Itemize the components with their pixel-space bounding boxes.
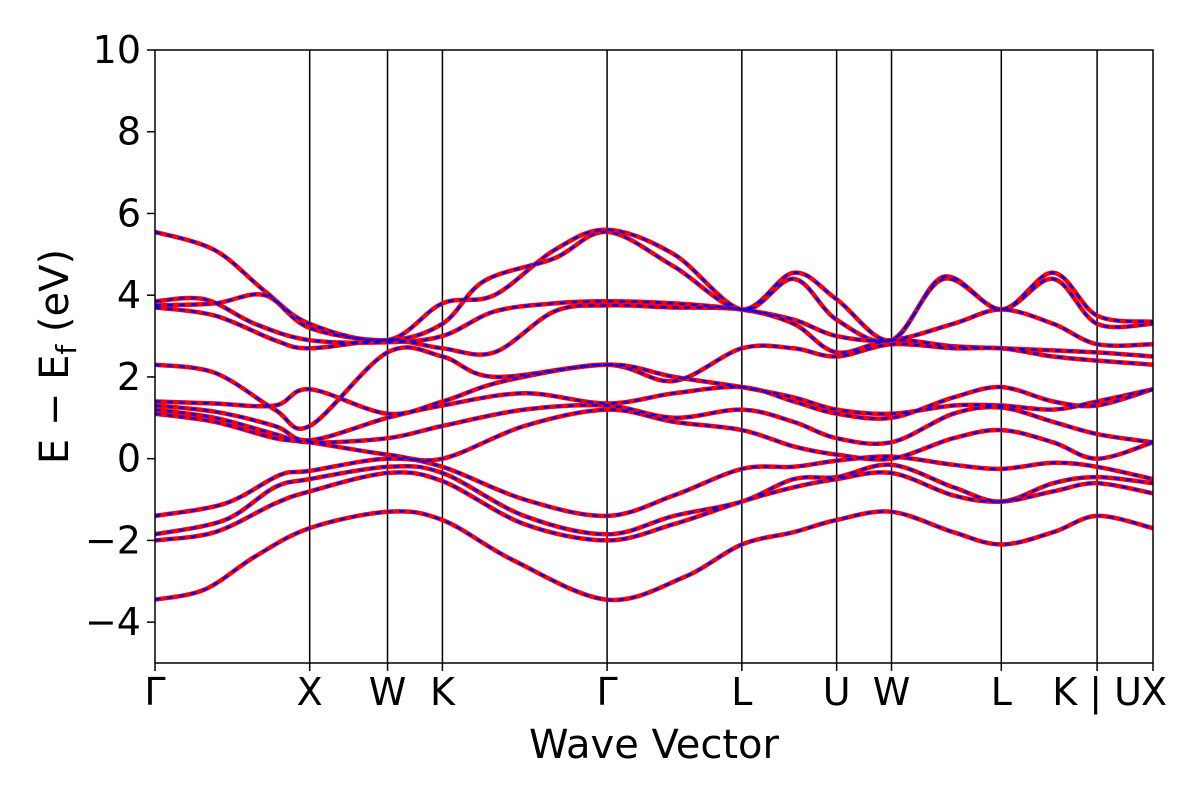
- y-tick-label: 0: [117, 437, 141, 481]
- y-axis-label-unit: [32, 332, 78, 345]
- band-line-solid: [155, 454, 1153, 519]
- band-line-dashed: [155, 403, 1153, 446]
- x-axis-label: Wave Vector: [529, 722, 780, 768]
- band-lines: [155, 227, 1153, 603]
- y-tick-label: −4: [85, 600, 141, 644]
- band-line-dashed: [155, 363, 1153, 416]
- x-tick-label: K | U: [1052, 670, 1142, 715]
- band-line-dashed: [155, 230, 1153, 342]
- x-tick-label: Γ: [597, 670, 618, 714]
- plot-frame: [154, 49, 1154, 664]
- y-tick-label: 2: [117, 355, 141, 399]
- y-axis-label-subscript: f: [50, 344, 83, 355]
- y-tick-label: 4: [117, 273, 141, 317]
- x-tick-label: W: [873, 670, 911, 714]
- x-tick-label: W: [369, 670, 407, 714]
- y-tick-label: 10: [93, 28, 141, 72]
- y-axis-label-main: E − E: [32, 355, 78, 465]
- band-line-dashed: [155, 455, 1153, 518]
- x-tick-label: U: [823, 670, 851, 714]
- x-tick-label: X: [297, 670, 323, 714]
- band-line-solid: [155, 462, 1153, 537]
- band-line-solid: [155, 229, 1153, 343]
- band-line-dashed: [155, 342, 1153, 430]
- x-tick-label: K: [430, 670, 456, 714]
- band-line-dashed: [155, 304, 1153, 358]
- x-tick-label: L: [731, 670, 752, 714]
- y-tick-label: 6: [117, 191, 141, 235]
- x-tick-label: L: [991, 670, 1012, 714]
- y-axis-label: E − Ef (eV): [32, 249, 83, 464]
- band-line-dashed: [155, 510, 1153, 602]
- y-tick-label: 8: [117, 110, 141, 154]
- band-line-dashed: [155, 385, 1153, 442]
- y-axis-label-unit-text: (eV): [32, 249, 78, 332]
- y-axis: −4 −2 0 2 4 6 8 10: [85, 28, 155, 644]
- band-line-solid: [155, 402, 1153, 447]
- high-symmetry-lines: [308, 50, 1098, 663]
- x-tick-label: Γ: [144, 670, 165, 714]
- band-line-solid: [155, 227, 1153, 344]
- band-line-dashed: [155, 463, 1153, 536]
- y-tick-label: −2: [85, 518, 141, 562]
- x-tick-label: X: [1141, 670, 1167, 714]
- plot-area: [154, 49, 1154, 664]
